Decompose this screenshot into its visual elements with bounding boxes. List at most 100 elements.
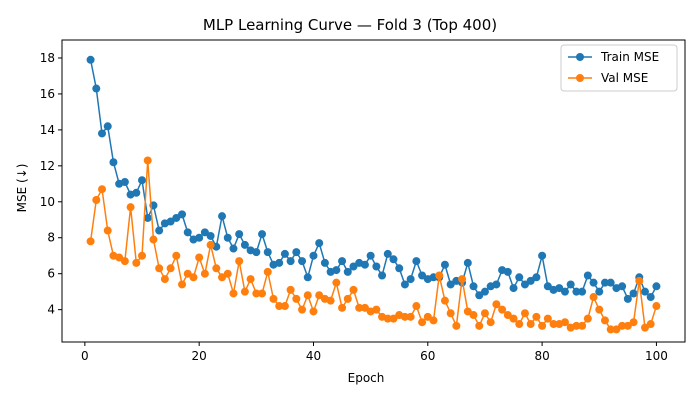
val-mse-point: [280, 302, 289, 311]
val-mse-point: [200, 269, 209, 278]
train-mse-point: [92, 84, 101, 93]
x-tick-label: 60: [420, 349, 435, 363]
train-mse-point: [166, 217, 175, 226]
train-mse-point: [252, 248, 261, 257]
legend-label: Val MSE: [601, 71, 648, 85]
train-mse-point: [103, 122, 112, 131]
train-mse-point: [646, 293, 655, 302]
val-mse-point: [218, 273, 227, 282]
train-mse-point: [395, 264, 404, 273]
train-mse-point: [383, 249, 392, 258]
train-mse-point: [623, 294, 632, 303]
val-mse-point: [543, 314, 552, 323]
train-mse-point: [629, 289, 638, 298]
train-mse-point: [292, 248, 301, 257]
train-mse-point: [172, 213, 181, 222]
train-mse-point: [555, 284, 564, 293]
train-mse-point: [372, 262, 381, 271]
train-mse-point: [183, 228, 192, 237]
val-mse-point: [452, 321, 461, 330]
val-mse-point: [258, 289, 267, 298]
train-mse-point: [86, 55, 95, 64]
train-mse-point: [492, 280, 501, 289]
train-mse-point: [109, 158, 118, 167]
val-mse-point: [549, 320, 558, 329]
y-tick-label: 4: [47, 303, 55, 317]
val-mse-point: [138, 251, 147, 260]
train-mse-point: [526, 276, 535, 285]
val-mse-point: [612, 325, 621, 334]
train-mse-point: [240, 240, 249, 249]
val-mse-point: [92, 195, 101, 204]
train-mse-point: [235, 230, 244, 239]
train-mse-point: [286, 257, 295, 266]
train-mse-point: [589, 278, 598, 287]
y-tick-label: 14: [40, 123, 55, 137]
val-mse-point: [623, 321, 632, 330]
val-mse-point: [195, 253, 204, 262]
val-mse-point: [223, 269, 232, 278]
y-tick-label: 6: [47, 267, 55, 281]
train-mse-point: [275, 258, 284, 267]
val-mse-point: [435, 271, 444, 280]
y-tick-label: 10: [40, 195, 55, 209]
train-mse-point: [298, 257, 307, 266]
val-mse-point: [572, 321, 581, 330]
val-mse-point: [172, 251, 181, 260]
val-mse-point: [240, 287, 249, 296]
y-tick-label: 8: [47, 231, 55, 245]
train-mse-point: [155, 226, 164, 235]
val-mse-point: [389, 314, 398, 323]
val-mse-point: [515, 320, 524, 329]
y-tick-label: 18: [40, 51, 55, 65]
val-mse-point: [120, 257, 129, 266]
val-mse-point: [463, 307, 472, 316]
val-mse-point: [412, 302, 421, 311]
val-mse-point: [583, 314, 592, 323]
train-mse-point: [538, 251, 547, 260]
val-mse-point: [423, 312, 432, 321]
legend-label: Train MSE: [600, 50, 659, 64]
train-mse-point: [440, 260, 449, 269]
val-mse-point: [326, 296, 335, 305]
val-mse-point: [589, 293, 598, 302]
train-mse-point: [263, 248, 272, 257]
train-mse-point: [378, 271, 387, 280]
train-mse-point: [475, 291, 484, 300]
val-mse-point: [103, 226, 112, 235]
train-mse-point: [652, 282, 661, 291]
val-mse-point: [578, 321, 587, 330]
x-tick-label: 80: [534, 349, 549, 363]
train-mse-point: [343, 267, 352, 276]
val-mse-point: [86, 237, 95, 246]
val-mse-point: [560, 318, 569, 327]
val-mse-point: [235, 257, 244, 266]
train-mse-point: [446, 280, 455, 289]
axes-frame: [61, 39, 686, 343]
val-mse-point: [269, 294, 278, 303]
train-mse-point: [560, 287, 569, 296]
train-mse-point: [206, 231, 215, 240]
train-mse-point: [618, 282, 627, 291]
val-mse-point: [298, 305, 307, 314]
train-mse-point: [200, 228, 209, 237]
legend-marker: [576, 74, 584, 82]
val-mse-point: [166, 264, 175, 273]
legend: Train MSE Val MSE: [560, 44, 678, 92]
train-mse-point: [583, 271, 592, 280]
val-mse-point: [503, 311, 512, 320]
train-mse-point: [578, 287, 587, 296]
train-mse-point: [463, 258, 472, 267]
val-mse-point: [132, 258, 141, 267]
val-mse-point: [303, 291, 312, 300]
val-mse-point: [360, 303, 369, 312]
val-mse-point: [635, 276, 644, 285]
train-mse-point: [480, 287, 489, 296]
train-mse-point: [303, 273, 312, 282]
x-tick-label: 40: [306, 349, 321, 363]
train-mse-point: [640, 287, 649, 296]
val-mse-point: [532, 312, 541, 321]
val-mse-point: [115, 253, 124, 262]
train-mse-point: [218, 212, 227, 221]
